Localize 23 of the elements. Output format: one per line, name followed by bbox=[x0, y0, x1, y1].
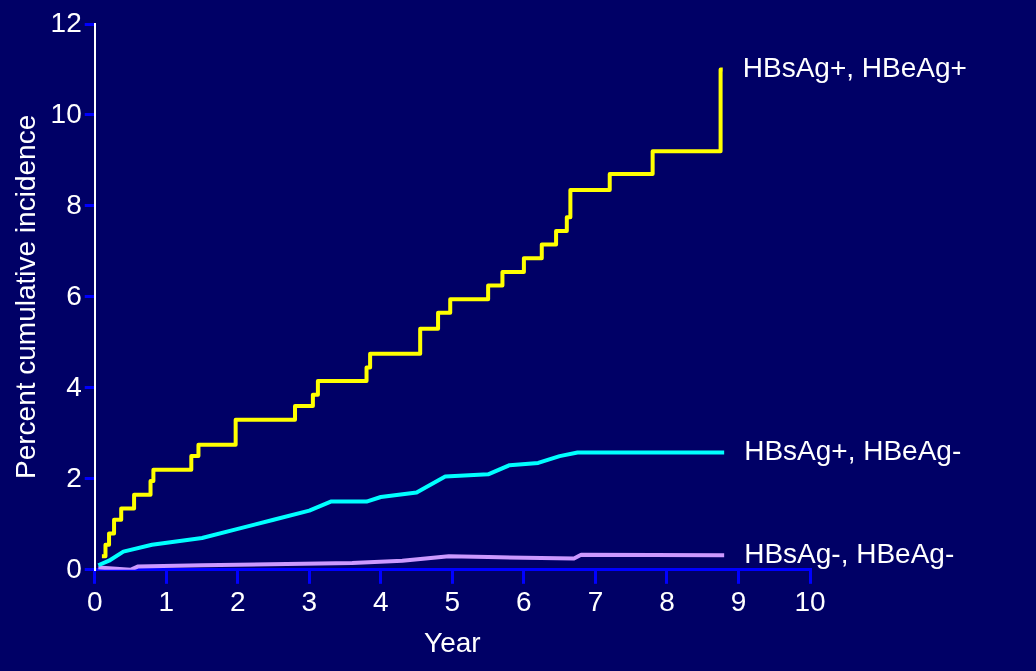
y-tick-label: 10 bbox=[50, 97, 82, 129]
x-tick-label: 1 bbox=[158, 586, 175, 618]
x-tick-label: 6 bbox=[516, 586, 532, 618]
x-tick-label: 4 bbox=[373, 586, 389, 618]
x-tick-label: 10 bbox=[794, 586, 826, 618]
y-tick-label: 0 bbox=[66, 552, 82, 584]
x-tick-label: 8 bbox=[659, 586, 675, 618]
y-tick-label: 6 bbox=[66, 279, 82, 311]
series-label: HBsAg+, HBeAg- bbox=[744, 435, 962, 467]
x-tick-label: 5 bbox=[444, 586, 461, 618]
y-axis-title: Percent cumulative incidence bbox=[9, 114, 41, 479]
x-tick-label: 0 bbox=[86, 586, 103, 618]
y-tick-label: 2 bbox=[66, 461, 82, 493]
y-tick-label: 4 bbox=[66, 370, 82, 402]
y-tick-label: 12 bbox=[50, 6, 82, 38]
x-tick-label: 2 bbox=[230, 586, 246, 618]
y-tick-label: 8 bbox=[66, 188, 82, 220]
x-tick-label: 3 bbox=[301, 586, 318, 618]
series-label: HBsAg+, HBeAg+ bbox=[742, 52, 967, 84]
x-tick-label: 7 bbox=[587, 586, 604, 618]
series-label: HBsAg-, HBeAg- bbox=[744, 537, 955, 569]
x-tick-label: 9 bbox=[730, 586, 747, 618]
x-axis-title: Year bbox=[424, 626, 481, 658]
